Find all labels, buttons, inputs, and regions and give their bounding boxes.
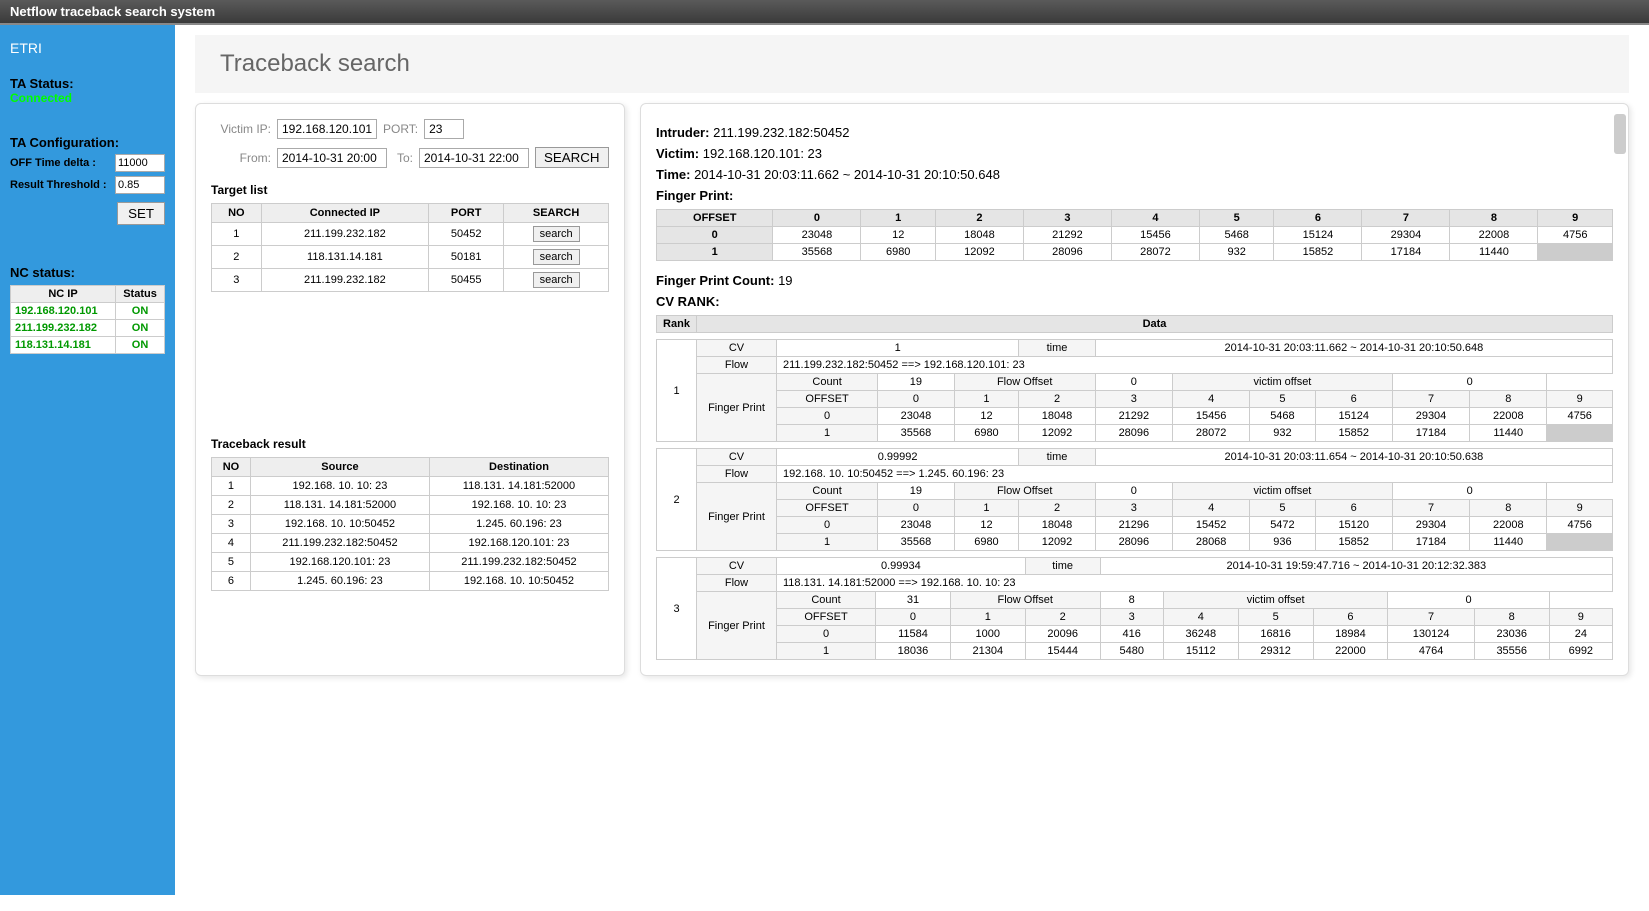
app-header: Netflow traceback search system (0, 0, 1649, 25)
table-row: 5192.168.120.101: 23211.199.232.182:5045… (212, 553, 609, 572)
traceback-title: Traceback result (211, 437, 609, 451)
table-row: 4211.199.232.182:50452192.168.120.101: 2… (212, 534, 609, 553)
row-search-button[interactable]: search (533, 272, 580, 288)
search-form: Victim IP: PORT: From: To: SEARCH (211, 119, 609, 168)
nc-hdr-ip: NC IP (11, 286, 116, 303)
ta-status-label: TA Status: (10, 76, 165, 91)
table-row: 1192.168. 10. 10: 23118.131. 14.181:5200… (212, 477, 609, 496)
cv-rank-table: RankData (656, 315, 1613, 333)
to-label: To: (393, 151, 413, 165)
detail-panel: Intruder: 211.199.232.182:50452 Victim: … (640, 103, 1629, 676)
cv-rank-label: CV RANK: (656, 294, 720, 309)
fingerprint-table: OFFSET 0123456789 0230481218048212921545… (656, 209, 1613, 261)
victim-ip-input[interactable] (277, 119, 377, 139)
intruder-label: Intruder: (656, 125, 709, 140)
table-row: 2118.131.14.18150181search (212, 246, 609, 269)
off-time-label: OFF Time delta : (10, 157, 115, 169)
app-title: Netflow traceback search system (10, 4, 215, 19)
nc-row: 192.168.120.101ON (11, 303, 165, 320)
row-search-button[interactable]: search (533, 249, 580, 265)
from-label: From: (211, 151, 271, 165)
traceback-table: NO Source Destination 1192.168. 10. 10: … (211, 457, 609, 591)
target-list-title: Target list (211, 183, 609, 197)
table-row: 1211.199.232.18250452search (212, 223, 609, 246)
time-value: 2014-10-31 20:03:11.662 ~ 2014-10-31 20:… (694, 167, 1000, 182)
org-label: ETRI (10, 40, 165, 56)
page-title: Traceback search (195, 35, 1629, 93)
search-button[interactable]: SEARCH (535, 147, 609, 168)
cv-rank-entry: 1 CV1 time2014-10-31 20:03:11.662 ~ 2014… (656, 339, 1613, 442)
ta-status-value: Connected (10, 91, 165, 105)
scrollbar[interactable] (1614, 114, 1626, 154)
row-search-button[interactable]: search (533, 226, 580, 242)
from-input[interactable] (277, 148, 387, 168)
table-row: 61.245. 60.196: 23192.168. 10. 10:50452 (212, 572, 609, 591)
nc-row: 118.131.14.181ON (11, 337, 165, 354)
to-input[interactable] (419, 148, 529, 168)
table-row: 3192.168. 10. 10:504521.245. 60.196: 23 (212, 515, 609, 534)
fp-count-value: 19 (778, 273, 792, 288)
off-time-input[interactable] (115, 154, 165, 172)
victim-value: 192.168.120.101: 23 (703, 146, 822, 161)
cv-rank-entry: 2 CV0.99992 time2014-10-31 20:03:11.654 … (656, 448, 1613, 551)
table-row: 3211.199.232.18250455search (212, 269, 609, 292)
intruder-value: 211.199.232.182:50452 (713, 125, 849, 140)
nc-row: 211.199.232.182ON (11, 320, 165, 337)
nc-status-label: NC status: (10, 265, 165, 280)
main-container: ETRI TA Status: Connected TA Configurati… (0, 25, 1649, 895)
threshold-label: Result Threshold : (10, 179, 115, 191)
victim-ip-label: Victim IP: (211, 122, 271, 136)
victim-label: Victim: (656, 146, 699, 161)
nc-hdr-status: Status (116, 286, 165, 303)
sidebar: ETRI TA Status: Connected TA Configurati… (0, 25, 175, 895)
search-panel: Victim IP: PORT: From: To: SEARCH Target… (195, 103, 625, 676)
fp-label: Finger Print: (656, 188, 733, 203)
fp-count-label: Finger Print Count: (656, 273, 774, 288)
nc-status-table: NC IP Status 192.168.120.101ON 211.199.2… (10, 285, 165, 354)
threshold-input[interactable] (115, 176, 165, 194)
port-label: PORT: (383, 122, 418, 136)
time-label: Time: (656, 167, 690, 182)
port-input[interactable] (424, 119, 464, 139)
set-button[interactable]: SET (117, 202, 165, 225)
ta-config-label: TA Configuration: (10, 135, 165, 150)
table-row: 2118.131. 14.181:52000192.168. 10. 10: 2… (212, 496, 609, 515)
cv-rank-entry: 3 CV0.99934 time2014-10-31 19:59:47.716 … (656, 557, 1613, 660)
target-list-table: NO Connected IP PORT SEARCH 1211.199.232… (211, 203, 609, 292)
main-area: Traceback search Victim IP: PORT: From: … (175, 25, 1649, 895)
